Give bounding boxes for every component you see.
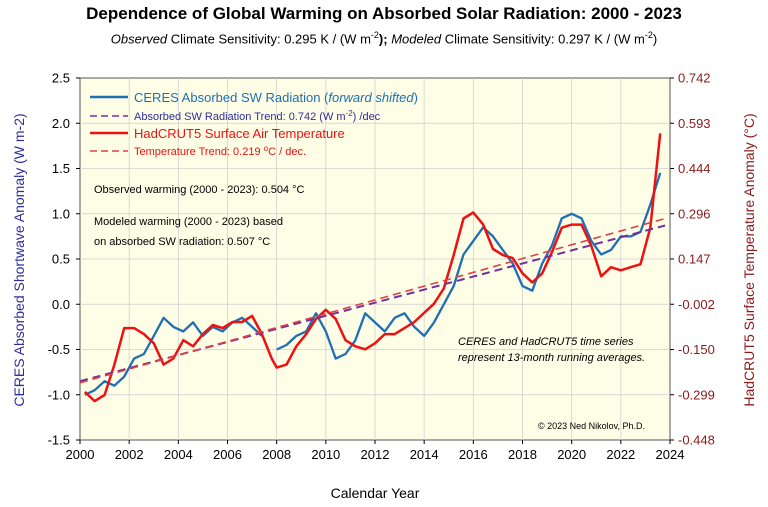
observed-warming-note: Observed warming (2000 - 2023): 0.504 °C [94,184,305,196]
modeled-label: Modeled [391,31,442,47]
legend: CERES Absorbed SW Radiation (forward shi… [90,90,418,158]
x-tick-label: 2002 [115,447,144,462]
modeled-unit-close: ) [652,31,658,47]
series-ceres-line [276,172,662,360]
left-tick-label: -0.5 [48,342,70,357]
series-ceres-trend-line [79,224,666,383]
left-tick-label: 2.5 [52,71,70,86]
x-tick-label: 2010 [311,447,340,462]
right-tick-label: 0.147 [678,252,711,267]
left-tick-label: -1.5 [48,433,70,448]
observed-sensitivity: Climate Sensitivity: 0.295 K / (W m [167,31,371,47]
right-tick-label: 0.742 [678,71,711,86]
x-tick-label: 2000 [66,447,95,462]
series-hadcrut-trend-line [79,217,666,384]
right-tick-label: 0.296 [678,206,711,221]
right-tick-label: 0.444 [678,161,711,176]
series-hadcrut-line [84,133,662,403]
legend-label-hadcrut-trend: Temperature Trend: 0.219 oC / dec. [134,144,306,158]
x-tick-label: 2018 [508,447,537,462]
observed-unit-close: ); [378,31,388,47]
x-tick-label: 2008 [262,447,291,462]
observed-unit-exponent: -2 [370,30,379,40]
x-tick-label: 2022 [606,447,635,462]
copyright-note: © 2023 Ned Nikolov, Ph.D. [538,421,645,431]
legend-label-ceres: CERES Absorbed SW Radiation (forward shi… [134,90,418,105]
x-tick-label: 2012 [361,447,390,462]
modeled-warming-note-line2: on absorbed SW radiation: 0.507 °C [94,236,270,248]
right-axis-ticks: -0.448 -0.299 -0.150 -0.002 0.147 0.296 0.444 0… [670,71,715,448]
x-axis-label: Calendar Year [331,485,420,501]
x-tick-label: 2004 [164,447,193,462]
modeled-sensitivity: Climate Sensitivity: 0.297 K / (W m [441,31,645,47]
x-tick-label: 2024 [656,447,685,462]
right-axis-label: HadCRUT5 Surface Temperature Anomaly (°C… [741,113,757,406]
x-tick-label: 2016 [459,447,488,462]
left-tick-label: 1.0 [52,206,70,221]
left-axis-label: CERES Absorbed Shortwave Anomaly (W m-2) [11,113,27,406]
running-average-note-line1: CERES and HadCRUT5 time series [458,336,634,348]
x-tick-label: 2020 [557,447,586,462]
left-tick-label: 0.0 [52,297,70,312]
series-layer [79,133,666,403]
left-tick-label: -1.0 [48,387,70,402]
modeled-warming-note-line1: Modeled warming (2000 - 2023) based [94,216,283,228]
right-tick-label: -0.150 [678,342,715,357]
legend-label-ceres-trend: Absorbed SW Radiation Trend: 0.742 (W m-… [134,109,381,123]
chart-title: Dependence of Global Warming on Absorbed… [86,4,682,23]
running-average-note-line2: represent 13-month running averages. [458,352,645,364]
modeled-unit-exponent: -2 [644,30,653,40]
chart-subtitle: Observed Climate Sensitivity: 0.295 K / … [0,30,768,46]
right-tick-label: -0.002 [678,297,715,312]
left-tick-label: 1.5 [52,161,70,176]
right-tick-label: -0.448 [678,433,715,448]
left-axis-ticks: -1.5 -1.0 -0.5 0.0 0.5 1.0 1.5 2.0 2.5 [48,71,80,448]
legend-label-hadcrut: HadCRUT5 Surface Air Temperature [134,126,345,141]
x-tick-label: 2006 [213,447,242,462]
left-tick-label: 0.5 [52,252,70,267]
left-tick-label: 2.0 [52,116,70,131]
observed-label: Observed [110,31,168,47]
right-tick-label: 0.593 [678,116,711,131]
x-tick-label: 2014 [410,447,439,462]
x-axis-ticks: 2000 2002 2004 2006 2008 2010 2012 2014 2016 2018… [66,440,685,462]
right-tick-label: -0.299 [678,387,715,402]
